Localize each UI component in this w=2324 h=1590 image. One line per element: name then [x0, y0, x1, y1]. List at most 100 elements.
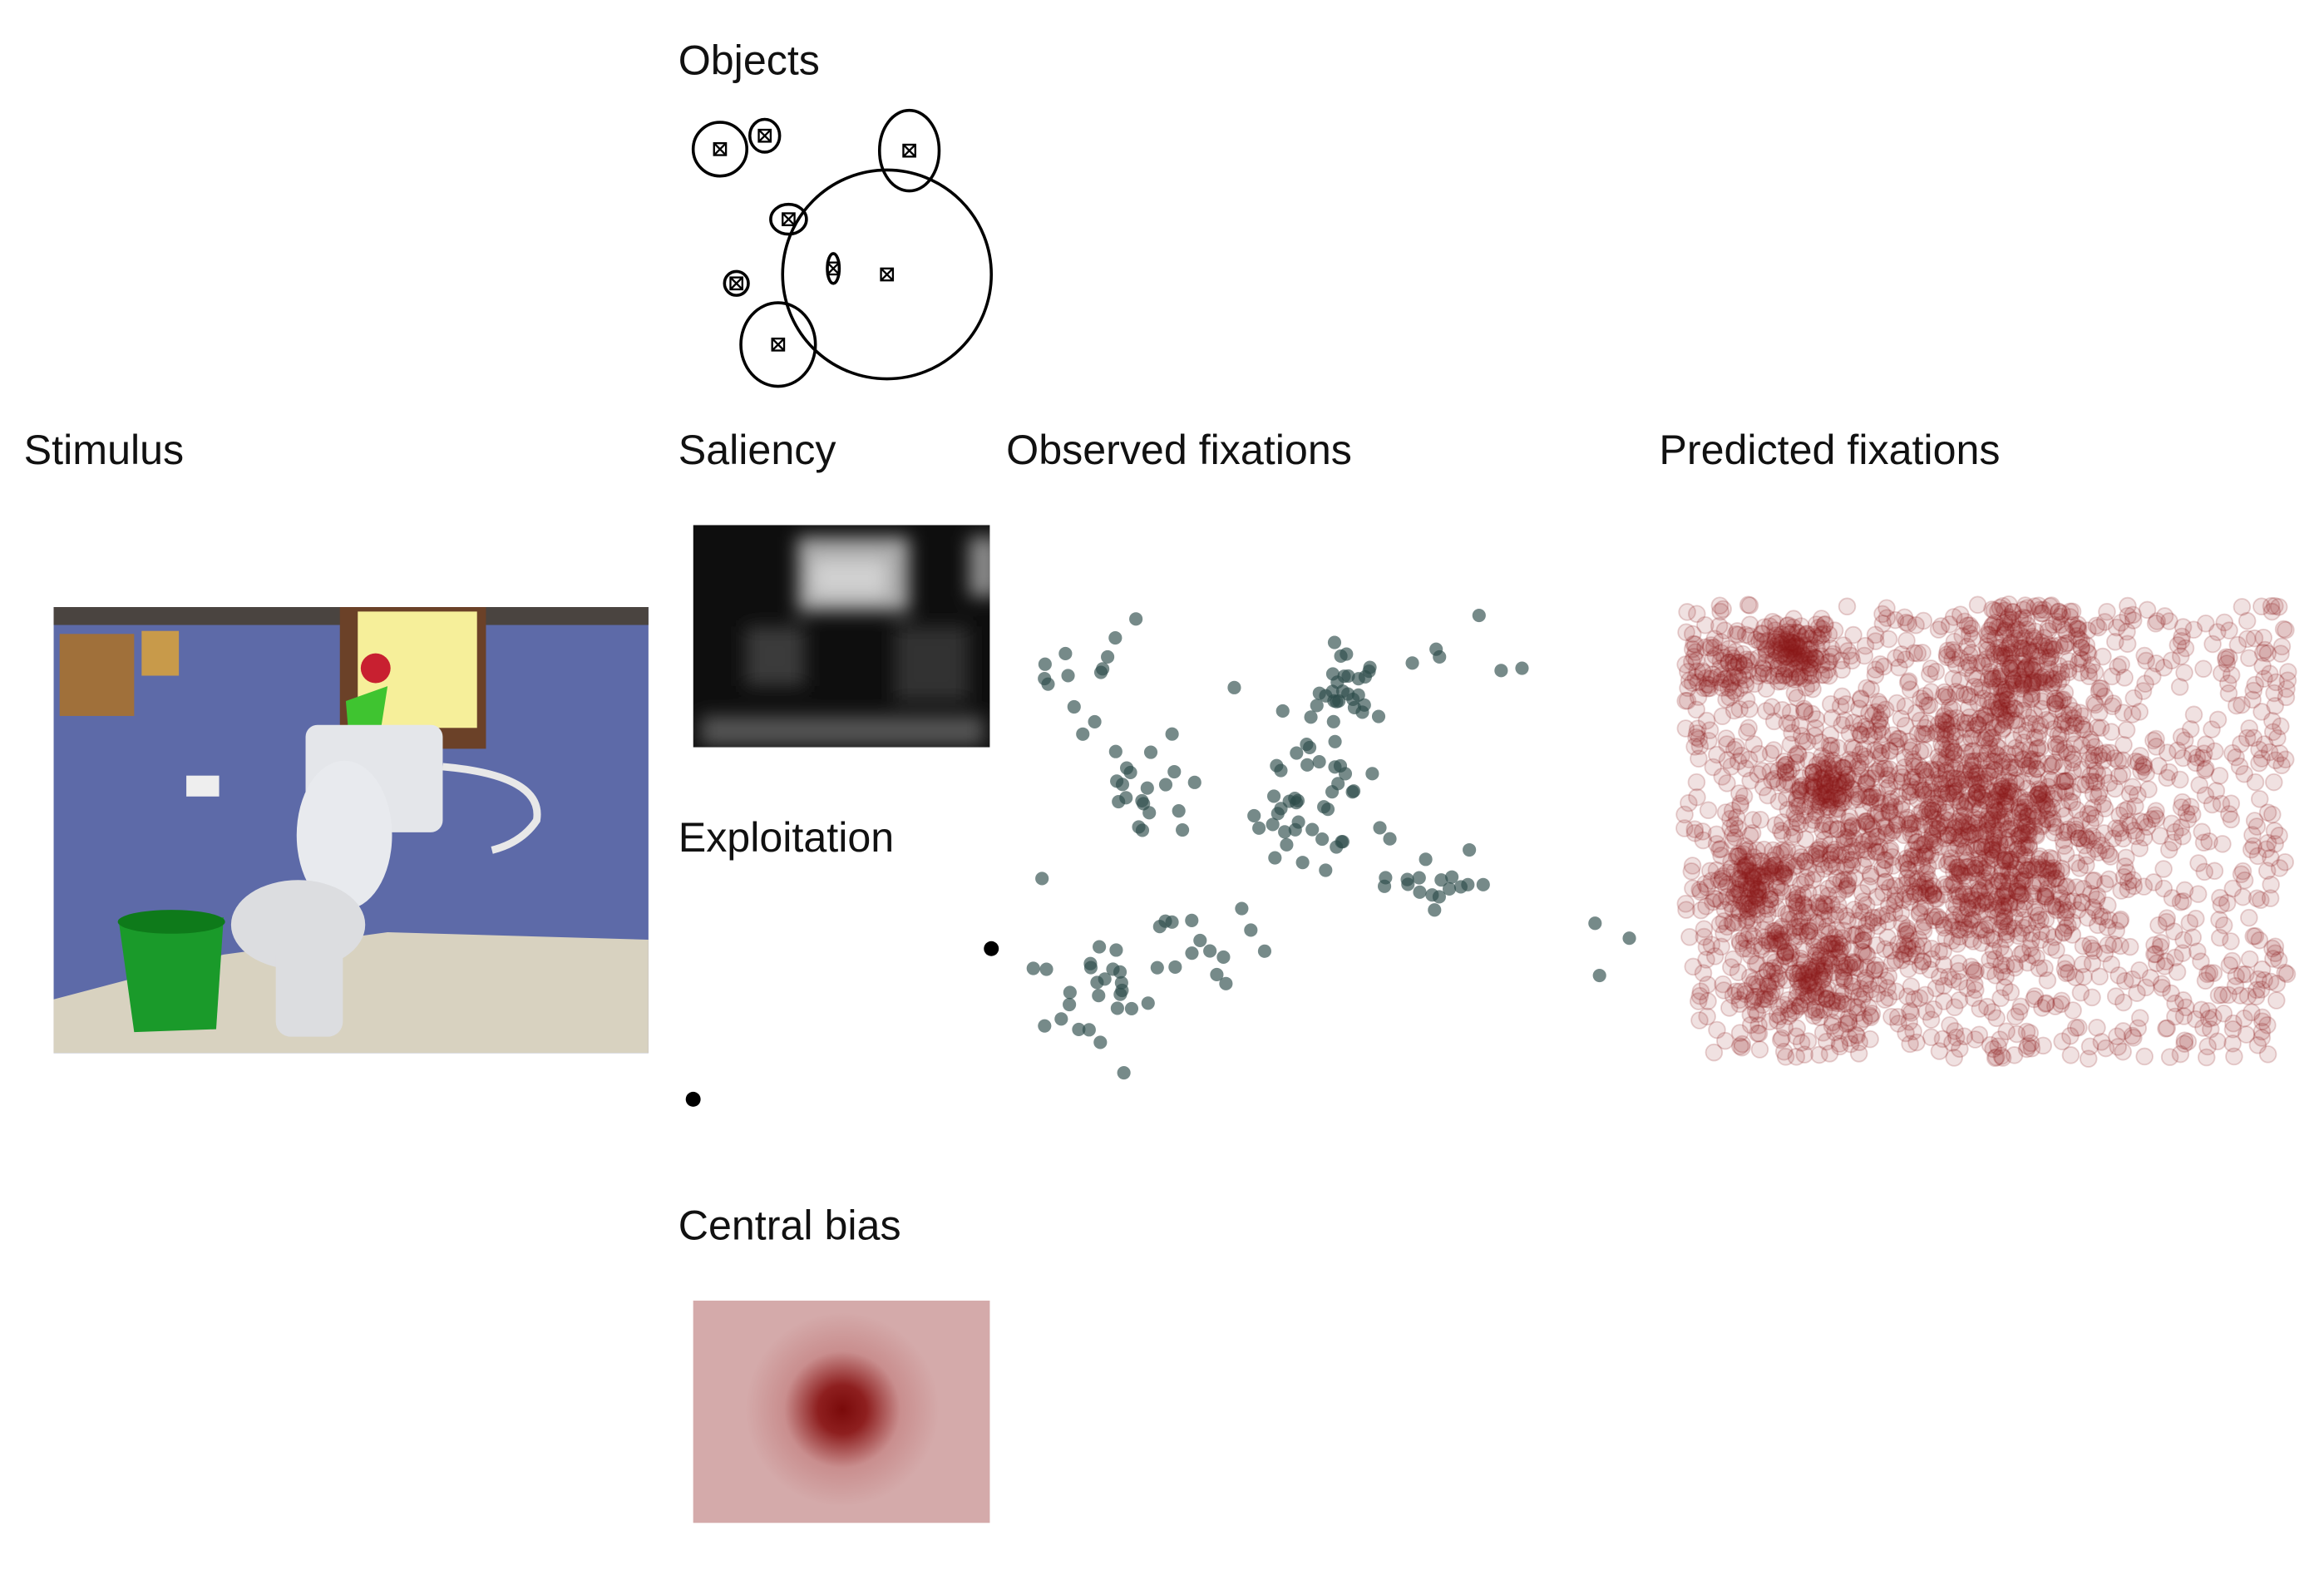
predicted-point: [2025, 597, 2044, 615]
predicted-point: [2173, 793, 2192, 812]
predicted-point: [1962, 911, 1981, 930]
predicted-point: [2201, 1020, 2220, 1039]
predicted-point: [1823, 709, 1842, 728]
predicted-point: [1699, 801, 1718, 820]
predicted-point: [1803, 781, 1821, 799]
fixation-point: [1592, 968, 1606, 983]
predicted-point: [2118, 863, 2136, 882]
predicted-point: [2084, 784, 2103, 803]
fixation-point: [1054, 1012, 1068, 1026]
predicted-point: [1792, 1034, 1811, 1052]
predicted-point: [1902, 826, 1920, 844]
predicted-point: [1927, 662, 1946, 681]
predicted-point: [2003, 602, 2022, 621]
predicted-point: [2085, 941, 2104, 960]
predicted-point: [1726, 625, 1745, 644]
predicted-point: [1862, 680, 1880, 699]
fixation-point: [1109, 943, 1123, 957]
predicted-point: [1771, 844, 1790, 863]
predicted-point: [1959, 899, 1977, 918]
fixation-point: [1274, 763, 1288, 778]
predicted-point: [1905, 758, 1923, 776]
fixation-point: [1335, 684, 1350, 699]
fixation-point: [1325, 785, 1340, 799]
fixation-point: [1113, 965, 1127, 979]
fixation-point: [1108, 630, 1123, 645]
predicted-point: [2061, 1046, 2080, 1064]
predicted-point: [2266, 835, 2284, 853]
predicted-point: [2193, 822, 2211, 842]
predicted-point: [1774, 1042, 1794, 1061]
predicted-point: [1794, 896, 1813, 915]
predicted-point: [2078, 643, 2097, 661]
predicted-point: [1981, 803, 1999, 822]
fixation-point: [1093, 940, 1107, 954]
predicted-point: [2134, 755, 2154, 773]
predicted-point: [2081, 766, 2100, 785]
predicted-point: [1939, 967, 1958, 986]
dot: [984, 941, 999, 956]
predicted-point: [1690, 1011, 1709, 1030]
predicted-point: [1899, 615, 1917, 633]
predicted-point: [1865, 961, 1883, 980]
predicted-point: [2058, 901, 2077, 920]
predicted-point: [1792, 848, 1811, 867]
predicted-point: [1687, 728, 1705, 747]
predicted-point: [1755, 911, 1774, 931]
predicted-point: [2223, 951, 2242, 970]
fixation-point: [1038, 671, 1052, 686]
predicted-point: [1736, 862, 1755, 881]
predicted-point: [1946, 723, 1965, 741]
fixation-point: [1515, 661, 1529, 675]
predicted-point: [2117, 721, 2136, 739]
predicted-point: [1914, 761, 1933, 779]
predicted-point: [2203, 635, 2222, 654]
predicted-point: [2099, 896, 2117, 915]
predicted-point: [2196, 786, 2215, 805]
predicted-point: [2175, 1034, 2193, 1053]
predicted-point: [1675, 819, 1694, 837]
predicted-point: [1910, 989, 1929, 1007]
predicted-point: [2119, 596, 2137, 615]
predicted-point: [1848, 925, 1866, 943]
predicted-point: [2045, 753, 2064, 772]
predicted-point: [1753, 762, 1772, 780]
predicted-point: [2051, 901, 2070, 919]
predicted-point: [2238, 728, 2257, 748]
predicted-point: [2160, 612, 2178, 630]
predicted-point: [1904, 826, 1923, 845]
predicted-point: [1924, 808, 1943, 827]
predicted-point: [1828, 820, 1847, 838]
fixation-point: [1152, 920, 1167, 934]
predicted-point: [1966, 714, 1985, 732]
predicted-point: [1724, 914, 1743, 933]
fixation-point: [1210, 967, 1224, 982]
predicted-point: [1758, 645, 1776, 664]
predicted-point: [1842, 1034, 1860, 1054]
predicted-point: [1970, 1025, 1989, 1044]
predicted-point: [2018, 620, 2036, 639]
predicted-point: [2152, 933, 2170, 952]
predicted-point: [1892, 645, 1911, 664]
predicted-point: [1924, 886, 1943, 905]
predicted-point: [1955, 764, 1973, 783]
predicted-point: [1840, 1029, 1858, 1047]
predicted-point: [2154, 659, 2174, 677]
predicted-point: [1787, 857, 1806, 875]
fixation-point: [1112, 794, 1126, 809]
predicted-point: [2198, 1037, 2217, 1056]
predicted-point: [1852, 690, 1870, 709]
predicted-point: [1850, 1033, 1868, 1051]
predicted-point: [1759, 631, 1777, 650]
fixation-point: [1093, 1035, 1108, 1049]
predicted-point: [2016, 659, 2035, 679]
fixation-point: [1067, 699, 1081, 714]
predicted-point: [1730, 784, 1749, 802]
predicted-point: [2209, 986, 2228, 1005]
predicted-point: [2183, 744, 2202, 763]
predicted-point: [1994, 596, 2012, 615]
predicted-point: [2200, 964, 2219, 982]
predicted-point: [1999, 862, 2018, 881]
predicted-point: [2175, 881, 2194, 900]
predicted-point: [1836, 784, 1855, 802]
